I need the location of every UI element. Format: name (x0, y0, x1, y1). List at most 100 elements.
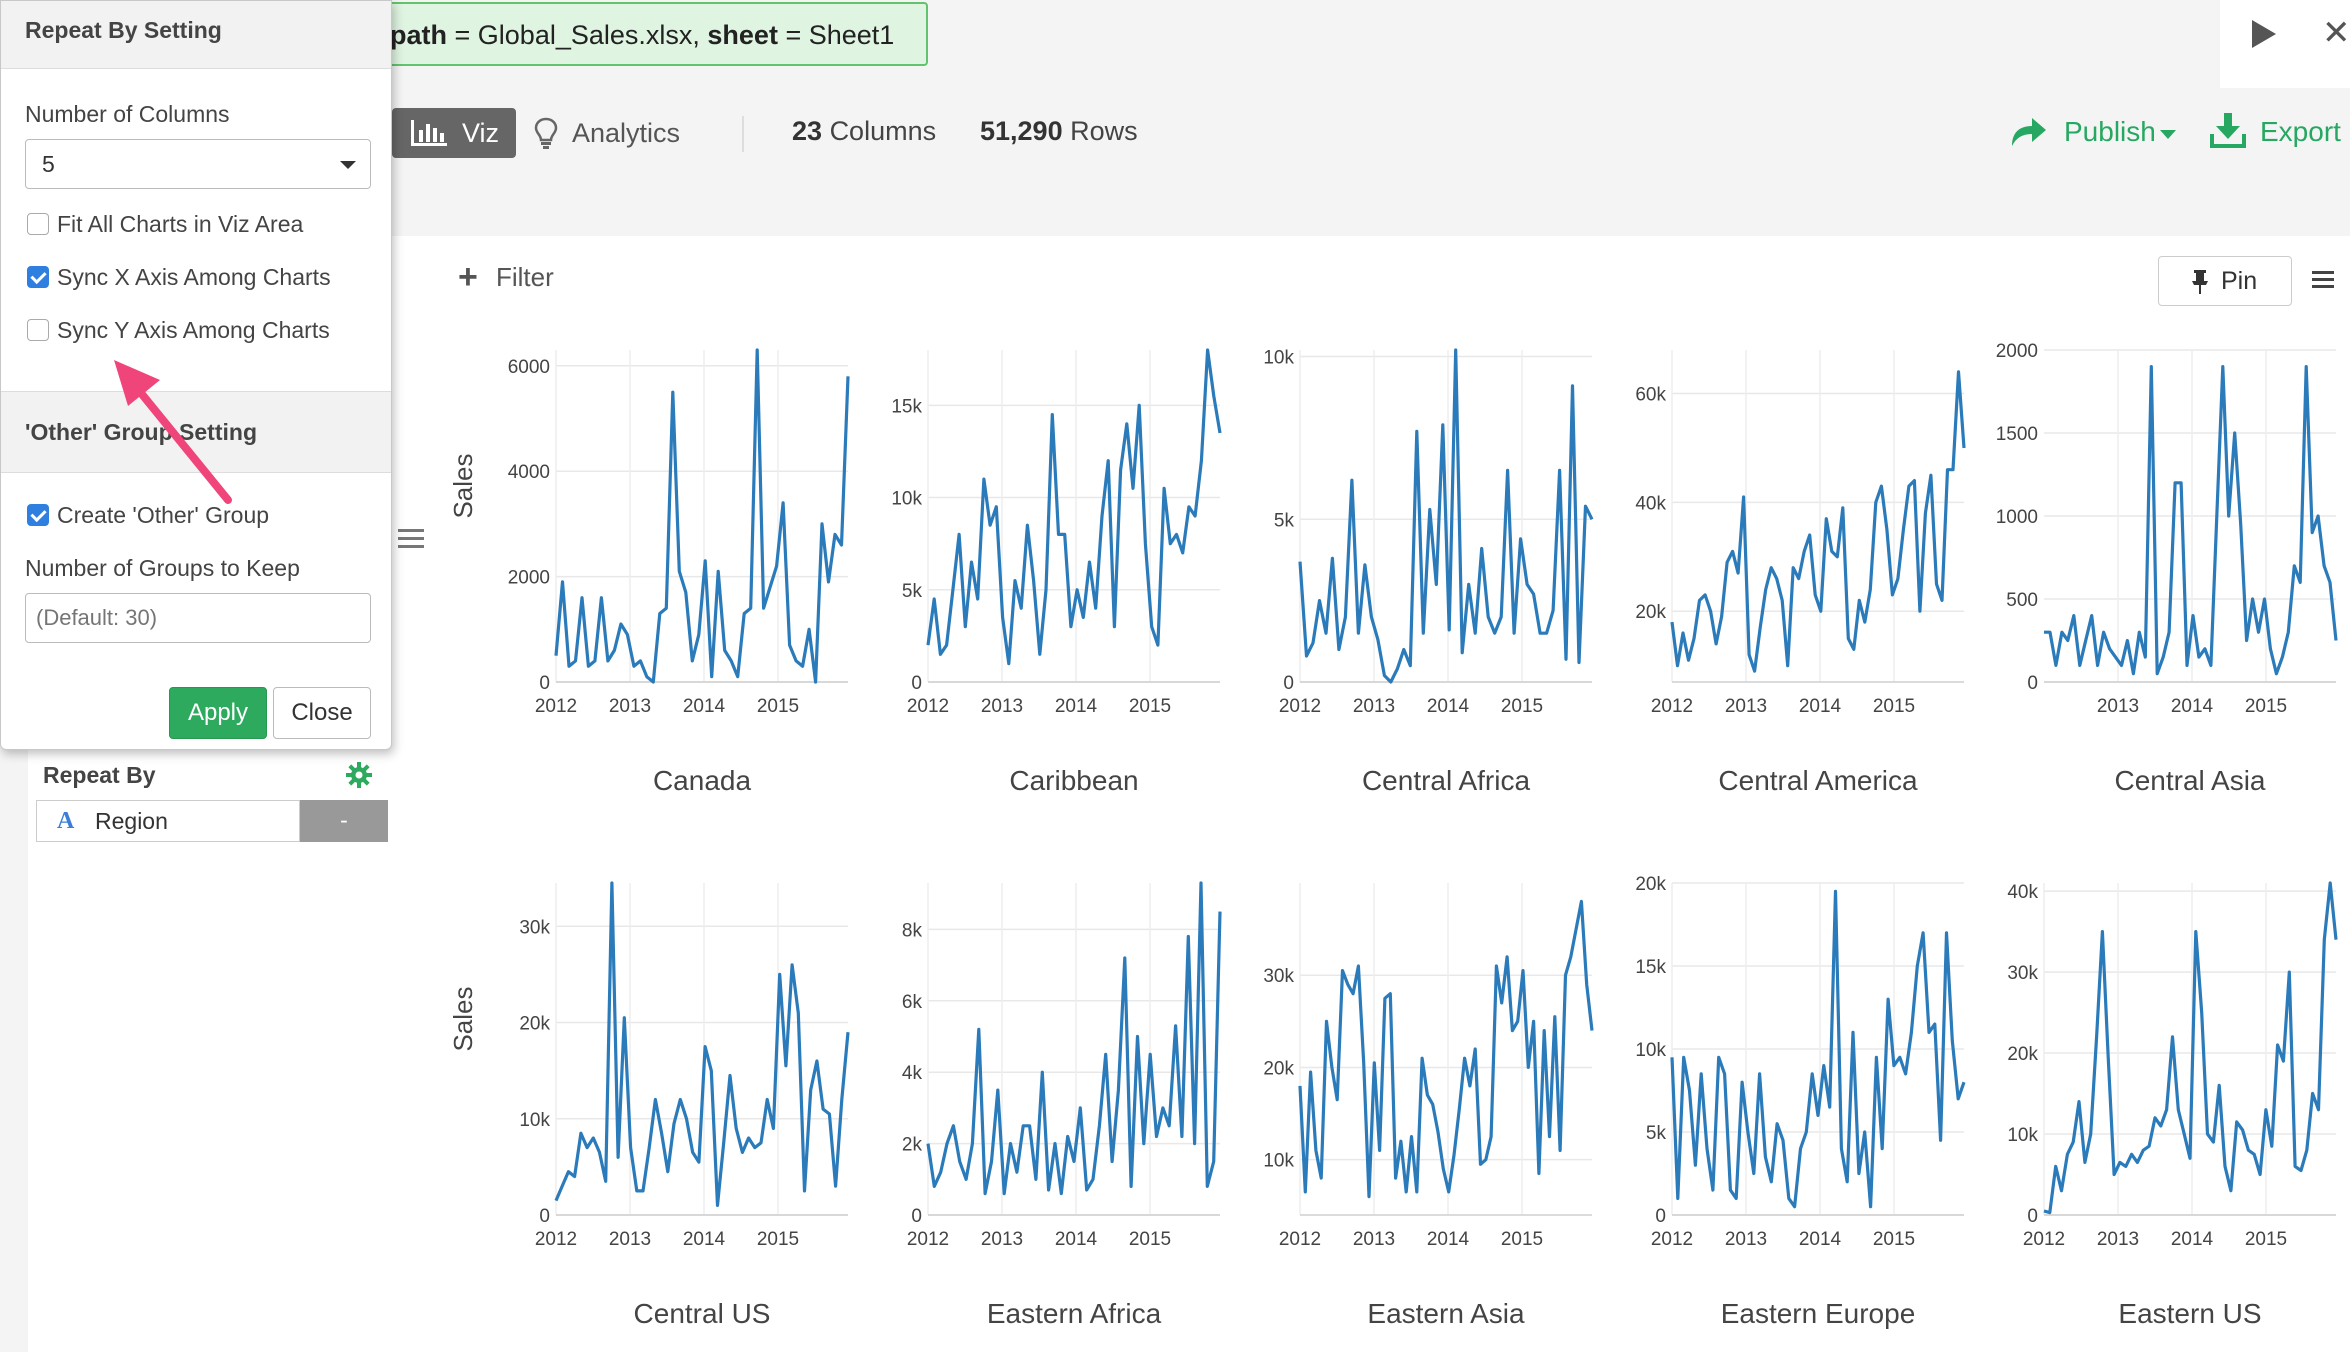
y-tick-label: 8k (902, 920, 923, 941)
y-tick-label: 1000 (1996, 507, 2038, 528)
command-actions (2220, 0, 2350, 88)
y-tick-label: 30k (519, 917, 550, 938)
x-tick-label: 2013 (981, 1229, 1023, 1250)
command-input[interactable]: path = Global_Sales.xlsx, sheet = Sheet1 (380, 2, 928, 66)
series-line (2044, 365, 2338, 676)
repeat-by-heading: Repeat By (43, 762, 156, 788)
create-other-label: Create 'Other' Group (57, 502, 270, 528)
popover-title: Repeat By Setting (1, 1, 391, 69)
y-tick-label: 30k (2007, 963, 2038, 984)
x-tick-label: 2013 (2097, 1229, 2139, 1250)
x-tick-label: 2012 (1651, 696, 1693, 717)
close-button[interactable]: Close (273, 687, 371, 739)
y-tick-label: 0 (2027, 1206, 2038, 1227)
sync-y-label: Sync Y Axis Among Charts (57, 317, 330, 343)
y-tick-label: 20k (1263, 1058, 1294, 1079)
chart-title: Central Asia (2115, 765, 2266, 796)
hamburger-menu-icon[interactable] (2312, 270, 2334, 290)
chevron-down-icon (340, 161, 356, 169)
x-tick-label: 2015 (757, 696, 799, 717)
groups-keep-label: Number of Groups to Keep (25, 555, 300, 581)
x-tick-label: 2012 (907, 1229, 949, 1250)
fit-all-label: Fit All Charts in Viz Area (57, 211, 304, 237)
x-tick-label: 2015 (1873, 696, 1915, 717)
x-tick-label: 2012 (1279, 696, 1321, 717)
hamburger-menu-icon[interactable] (398, 528, 424, 550)
x-tick-label: 2012 (535, 696, 577, 717)
y-tick-label: 4000 (508, 462, 550, 483)
path-fragment: path (390, 20, 447, 50)
y-tick-label: 0 (911, 673, 922, 694)
x-tick-label: 2013 (1353, 1229, 1395, 1250)
y-tick-label: 20k (1635, 602, 1666, 623)
y-tick-label: 30k (1263, 966, 1294, 987)
pin-button[interactable]: Pin (2158, 256, 2292, 306)
y-tick-label: 10k (1263, 1151, 1294, 1172)
fit-all-checkbox[interactable] (27, 213, 49, 235)
groups-keep-input[interactable] (25, 593, 371, 643)
x-tick-label: 2013 (1353, 696, 1395, 717)
y-tick-label: 0 (539, 1206, 550, 1227)
x-tick-label: 2015 (1873, 1229, 1915, 1250)
remove-field-button[interactable]: - (300, 800, 388, 842)
repeat-by-field-name: Region (95, 808, 168, 834)
x-tick-label: 2013 (981, 696, 1023, 717)
create-other-checkbox[interactable] (27, 504, 49, 526)
x-tick-label: 2014 (683, 696, 726, 717)
annotation-arrow-icon (114, 360, 232, 504)
share-arrow-icon (2012, 118, 2046, 146)
pin-icon (2192, 270, 2208, 294)
sheet-label: sheet (707, 20, 778, 50)
x-tick-label: 2014 (1799, 1229, 1842, 1250)
series-line (2043, 881, 2338, 1215)
path-value: Global_Sales.xlsx (477, 20, 693, 50)
download-icon (2210, 113, 2246, 148)
x-tick-label: 2014 (1799, 696, 1842, 717)
x-tick-label: 2014 (683, 1229, 726, 1250)
y-tick-label: 10k (2007, 1125, 2038, 1146)
y-tick-label: 20k (519, 1014, 550, 1035)
x-tick-label: 2013 (609, 1229, 651, 1250)
columns-label: Number of Columns (25, 101, 230, 127)
export-label: Export (2260, 116, 2341, 147)
apply-button[interactable]: Apply (169, 687, 267, 739)
y-tick-label: 60k (1635, 385, 1666, 406)
play-icon[interactable] (2248, 18, 2278, 50)
series-line (926, 881, 1222, 1196)
repeat-by-field[interactable]: A Region (36, 800, 300, 842)
x-tick-label: 2012 (1279, 1229, 1321, 1250)
sync-y-checkbox[interactable] (27, 319, 49, 341)
plus-icon: + (458, 258, 478, 296)
series-line (926, 348, 1222, 666)
columns-select[interactable]: 5 (25, 139, 371, 189)
y-tick-label: 2k (902, 1135, 923, 1156)
gear-icon[interactable] (346, 762, 372, 788)
filter-label: Filter (496, 262, 554, 292)
columns-select-value: 5 (42, 151, 55, 177)
chart-title: Canada (653, 765, 752, 796)
y-tick-label: 0 (2027, 673, 2038, 694)
y-tick-label: 500 (2006, 590, 2038, 611)
y-tick-label: 0 (1655, 1206, 1666, 1227)
bar-chart-icon (411, 120, 447, 146)
y-tick-label: 2000 (1996, 341, 2038, 362)
tab-viz-label: Viz (462, 118, 500, 148)
x-tick-label: 2014 (1055, 1229, 1098, 1250)
y-tick-label: 40k (2007, 882, 2038, 903)
series-line (554, 881, 850, 1208)
sync-x-checkbox[interactable] (27, 266, 49, 288)
pin-label: Pin (2221, 267, 2258, 295)
close-icon[interactable]: ✕ (2322, 14, 2350, 52)
y-tick-label: 5k (902, 581, 923, 602)
lightbulb-icon (534, 117, 558, 149)
y-tick-label: 5k (1646, 1123, 1667, 1144)
x-tick-label: 2015 (757, 1229, 799, 1250)
x-tick-label: 2014 (1427, 696, 1470, 717)
x-tick-label: 2015 (1501, 696, 1543, 717)
chart-title: Central Africa (1362, 765, 1530, 796)
y-tick-label: 10k (519, 1110, 550, 1131)
chart-title: Caribbean (1009, 765, 1138, 796)
series-line (1670, 889, 1966, 1209)
tab-viz[interactable]: Viz (392, 108, 516, 158)
y-tick-label: 5k (1274, 510, 1295, 531)
